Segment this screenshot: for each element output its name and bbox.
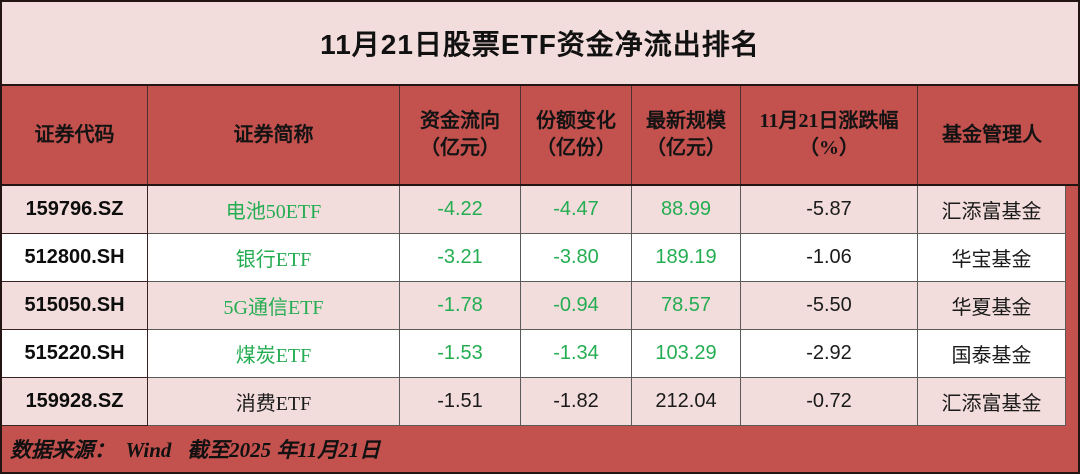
name-cell: 银行ETF [148,234,400,282]
name-cell: 消费ETF [148,378,400,426]
header-cell-scale: 最新规模 （亿元） [632,86,741,184]
share-change-cell: -1.34 [521,330,632,378]
manager-cell: 汇添富基金 [918,378,1066,426]
row-gutter [1066,330,1078,378]
header-cell-name: 证券简称 [148,86,400,184]
share-change-cell: -0.94 [521,282,632,330]
manager-cell: 国泰基金 [918,330,1066,378]
code-cell: 512800.SH [2,234,148,282]
scale-cell: 88.99 [632,186,741,234]
header-gutter [1066,86,1078,184]
page-title: 11月21日股票ETF资金净流出排名 [320,29,760,60]
flow-cell: -1.78 [400,282,521,330]
change-pct-cell: -2.92 [741,330,918,378]
data-source-note: 数据来源： Wind 截至2025 年11月21日 [10,438,381,462]
table-row: 159796.SZ 电池50ETF -4.22 -4.47 88.99 -5.8… [2,186,1078,234]
name-cell: 5G通信ETF [148,282,400,330]
table-row: 515220.SH 煤炭ETF -1.53 -1.34 103.29 -2.92… [2,330,1078,378]
footer-bar: 数据来源： Wind 截至2025 年11月21日 [2,426,1078,472]
manager-cell: 华宝基金 [918,234,1066,282]
header-cell-code: 证券代码 [2,86,148,184]
code-cell: 159928.SZ [2,378,148,426]
header-cell-change-pct: 11月21日涨跌幅 （%） [741,86,918,184]
header-cell-manager: 基金管理人 [942,123,1042,146]
row-gutter [1066,282,1078,330]
scale-cell: 212.04 [632,378,741,426]
row-gutter [1066,186,1078,234]
flow-cell: -4.22 [400,186,521,234]
table-row: 512800.SH 银行ETF -3.21 -3.80 189.19 -1.06… [2,234,1078,282]
name-cell: 电池50ETF [148,186,400,234]
manager-cell: 华夏基金 [918,282,1066,330]
change-pct-cell: -5.50 [741,282,918,330]
change-pct-cell: -0.72 [741,378,918,426]
scale-cell: 78.57 [632,282,741,330]
code-cell: 515050.SH [2,282,148,330]
share-change-cell: -3.80 [521,234,632,282]
header-cell-share-change: 份额变化 （亿份） [521,86,632,184]
table-row: 515050.SH 5G通信ETF -1.78 -0.94 78.57 -5.5… [2,282,1078,330]
share-change-cell: -1.82 [521,378,632,426]
flow-cell: -3.21 [400,234,521,282]
change-pct-cell: -1.06 [741,234,918,282]
title-bar: 11月21日股票ETF资金净流出排名 [2,2,1078,86]
manager-cell: 汇添富基金 [918,186,1066,234]
change-pct-cell: -5.87 [741,186,918,234]
code-cell: 515220.SH [2,330,148,378]
scale-cell: 189.19 [632,234,741,282]
header-cell-flow: 资金流向 （亿元） [400,86,521,184]
name-cell: 煤炭ETF [148,330,400,378]
flow-cell: -1.51 [400,378,521,426]
code-cell: 159796.SZ [2,186,148,234]
row-gutter [1066,234,1078,282]
table-header-row: 证券代码 证券简称 资金流向 （亿元） 份额变化 （亿份） 最新规模 （亿元） … [2,86,1078,186]
share-change-cell: -4.47 [521,186,632,234]
table-row: 159928.SZ 消费ETF -1.51 -1.82 212.04 -0.72… [2,378,1078,426]
flow-cell: -1.53 [400,330,521,378]
scale-cell: 103.29 [632,330,741,378]
row-gutter [1066,378,1078,426]
